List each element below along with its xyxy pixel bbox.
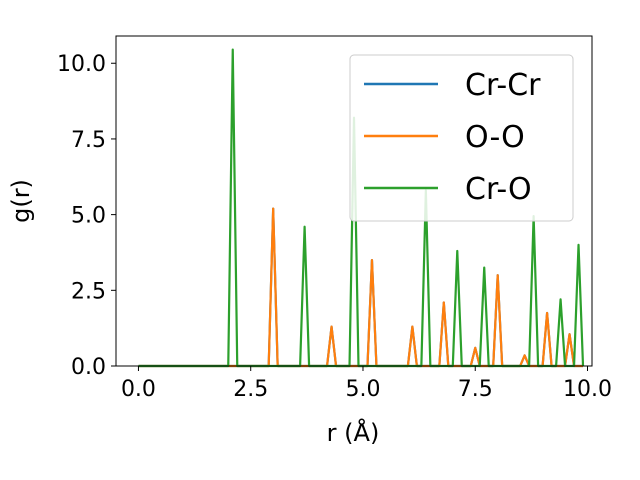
x-tick-label: 5.0 [345, 377, 380, 402]
legend-label-cr-o: Cr-O [465, 172, 532, 207]
y-tick-label: 0.0 [71, 355, 106, 380]
x-tick-label: 0.0 [121, 377, 156, 402]
plot-frame [115, 35, 593, 367]
x-axis-ticks: 0.0 2.5 5.0 7.5 10.0 [121, 366, 612, 402]
y-tick-label: 2.5 [71, 279, 106, 304]
legend-box [349, 54, 574, 222]
legend: Cr-Cr O-O Cr-O [349, 54, 574, 222]
y-tick-label: 7.5 [71, 128, 106, 153]
x-tick-label: 2.5 [233, 377, 268, 402]
x-tick-label: 7.5 [458, 377, 493, 402]
legend-label-o-o: O-O [465, 120, 525, 155]
x-tick-label: 10.0 [563, 377, 612, 402]
x-axis-label: r (Å) [327, 418, 380, 447]
y-axis-label: g(r) [7, 179, 35, 223]
y-tick-label: 5.0 [71, 204, 106, 229]
legend-label-cr-cr: Cr-Cr [465, 68, 541, 103]
y-tick-label: 10.0 [57, 52, 106, 77]
series-line-cr-o [138, 48, 585, 368]
y-axis-ticks: 0.0 2.5 5.0 7.5 10.0 [57, 52, 116, 380]
